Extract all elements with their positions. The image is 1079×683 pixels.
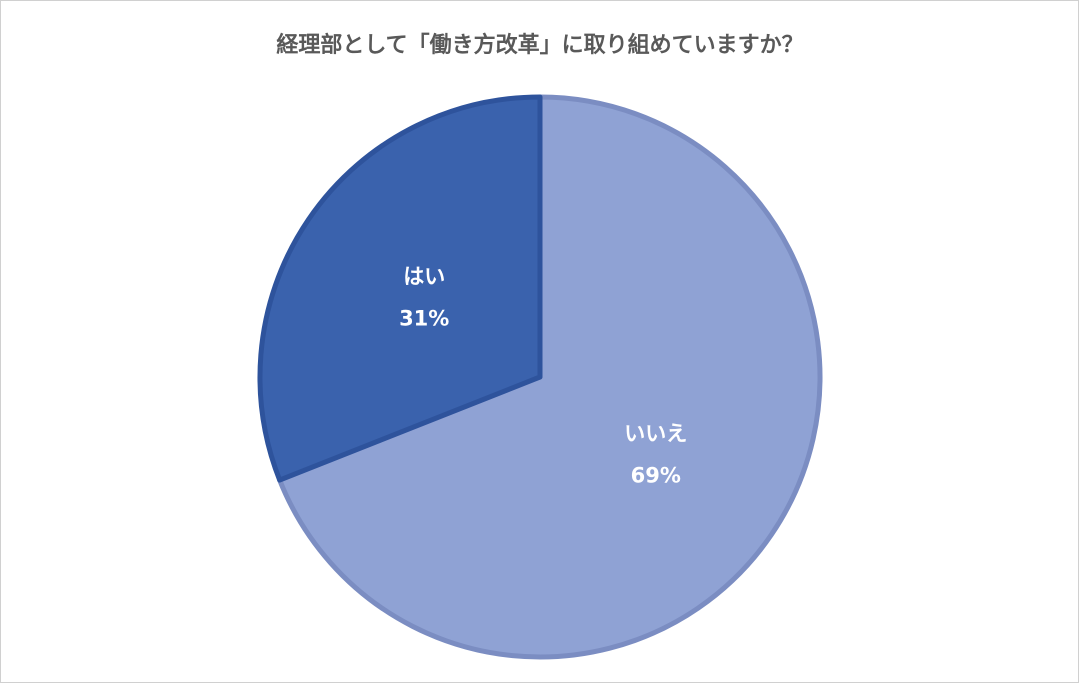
pie-slice <box>277 94 823 660</box>
category-label: いいえ <box>624 422 687 446</box>
pie-slice <box>257 94 543 483</box>
category-label: はい <box>403 264 445 288</box>
data-label: 69% <box>631 464 681 488</box>
chart-title: 経理部として「働き方改革」に取り組めていますか？ <box>276 32 803 58</box>
data-label: 31% <box>399 306 449 330</box>
